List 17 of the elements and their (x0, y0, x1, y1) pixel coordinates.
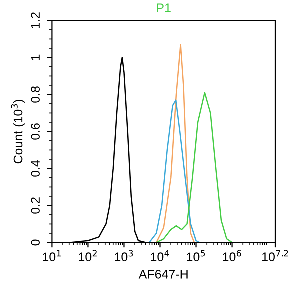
y-tick-label: 0.4 (31, 160, 40, 177)
x-tick-label: 10$^{5}$ (187, 250, 206, 262)
x-tick-label: 10$^{2}$ (79, 250, 97, 262)
y-tick-label: 0 (31, 240, 40, 246)
y-tick-label: 1.2 (31, 12, 40, 28)
x-axis-title: AF647-H (138, 270, 188, 279)
y-tick-label: 0.2 (31, 198, 40, 214)
y-tick-label: 1 (31, 54, 40, 60)
y-axis-title: Count (10$^{3}$) (11, 100, 26, 164)
chart-title: P1 (157, 4, 171, 12)
x-tick-label: 10$^{7.2}$ (262, 250, 288, 262)
x-tick-label: 10$^{1}$ (43, 250, 61, 262)
x-tick-label: 10$^{4}$ (151, 250, 170, 262)
x-tick-label: 10$^{3}$ (115, 250, 134, 262)
y-tick-label: 0.8 (31, 86, 40, 103)
x-tick-label: 10$^{6}$ (223, 250, 242, 262)
y-tick-label: 0.6 (31, 124, 40, 140)
